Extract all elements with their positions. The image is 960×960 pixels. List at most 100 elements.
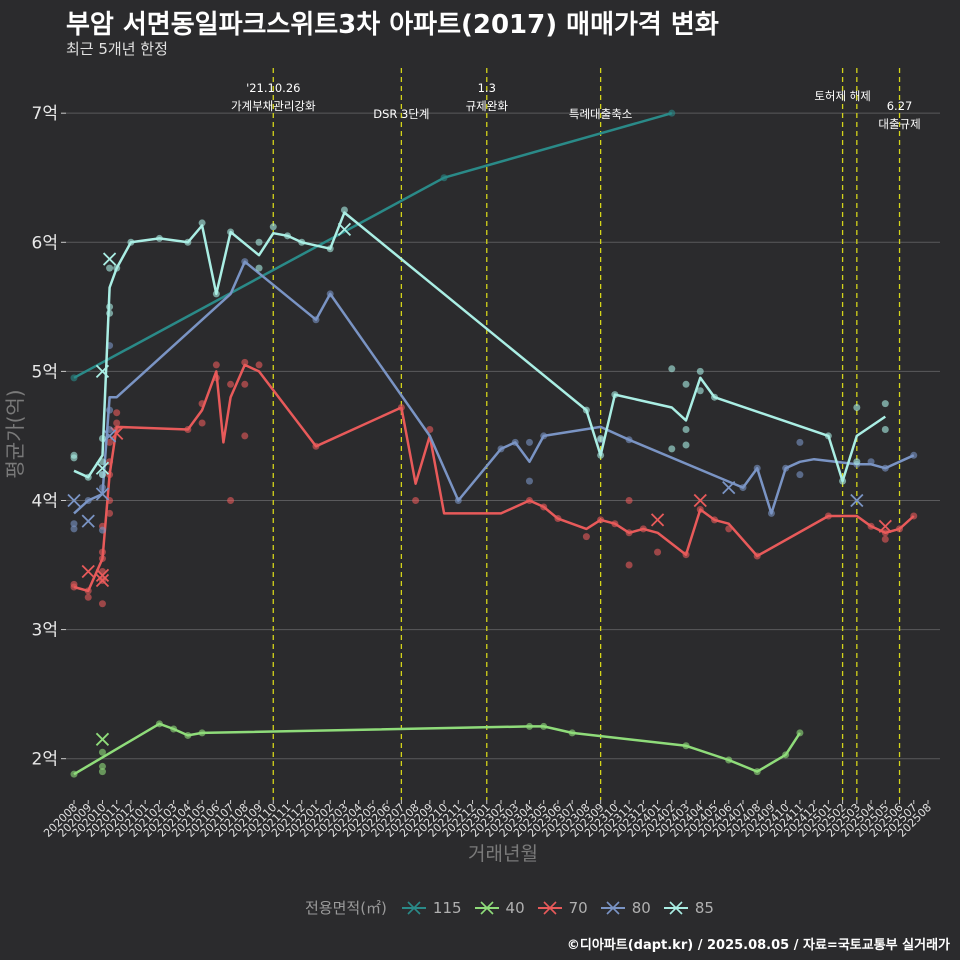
data-point [70,580,78,588]
event-label: 6.27 [887,99,913,113]
cross-marker [95,487,110,501]
data-point [625,496,633,504]
data-point [525,438,533,446]
cross-marker [95,364,110,379]
legend-item: 40 [474,899,525,917]
event-label: 특례대출축소 [569,107,632,121]
data-point [340,206,348,214]
data-point [255,238,263,246]
data-point [696,367,704,375]
data-point [682,425,690,433]
y-axis-label: 평균가(억) [3,389,27,478]
y-tick-label: 3억 [32,621,58,641]
event-label: '21.10.26 [246,81,300,95]
data-point [227,380,235,388]
legend-label: 70 [568,898,588,917]
legend-title: 전용면적(㎡) [305,899,387,917]
data-point [582,533,590,541]
data-point [255,264,263,272]
series-line [73,111,673,379]
cross-marker [95,732,110,746]
data-point [654,548,662,556]
data-point [668,445,676,453]
legend-item: 80 [600,899,651,917]
y-tick-label: 5억 [32,362,58,382]
data-point [70,451,78,459]
data-point [255,361,263,369]
data-point [98,768,106,776]
y-tick-label: 6억 [32,233,58,253]
data-point [113,419,121,427]
data-point [796,471,804,479]
data-point [796,438,804,446]
cross-marker [95,573,110,588]
legend-swatch [401,900,426,915]
data-point [241,358,249,366]
data-point [198,219,206,227]
data-point [113,409,121,417]
series-line [73,722,801,776]
y-tick-label: 4억 [32,491,58,511]
data-point [98,471,106,479]
cross-marker [67,493,81,508]
data-point [668,365,676,373]
legend-item: 115 [401,899,462,917]
cross-marker [102,252,117,266]
data-point [241,380,249,388]
data-point [98,748,106,756]
data-point [525,477,533,485]
cross-marker [81,564,95,579]
data-point [412,496,420,504]
data-point [682,441,690,449]
data-point [212,361,220,369]
legend-swatch [474,900,499,915]
data-point [696,387,704,395]
data-point [853,404,861,412]
data-point [881,425,889,433]
cross-marker [650,513,665,527]
legend-item: 85 [663,899,714,917]
data-point [98,762,106,770]
cross-marker [81,514,95,528]
event-label: DSR 3단계 [373,107,429,121]
source-caption: ©디아파트(dapt.kr) / 2025.08.05 / 자료=국토교통부 실… [566,938,950,953]
legend: 전용면적(㎡) 115 40 70 80 85 [305,897,714,918]
data-point [881,400,889,408]
x-axis-label: 거래년월 [468,843,538,865]
event-label: 규제완화 [466,99,509,113]
series-line [73,363,915,593]
data-point [625,561,633,569]
cross-marker [337,222,352,237]
data-point [853,458,861,466]
data-point [198,419,206,427]
legend-swatch [600,900,625,915]
y-tick-label: 7억 [32,104,58,124]
y-tick-label: 2억 [32,750,58,770]
data-point [70,525,78,533]
cross-marker [850,493,864,508]
legend-label: 85 [694,898,714,917]
data-point [98,600,106,608]
data-point [597,435,605,443]
event-label: 1.3 [478,81,496,95]
legend-swatch [537,900,562,915]
data-point [106,264,114,272]
legend-label: 40 [505,898,525,917]
series-line [73,211,887,483]
cross-marker [693,493,707,508]
data-point [84,593,92,601]
legend-label: 115 [432,898,462,917]
data-point [106,509,114,517]
legend-item: 70 [537,899,588,917]
data-point [227,496,235,504]
cross-marker [95,568,110,583]
data-point [98,526,106,534]
cross-marker [95,461,110,475]
data-point [269,223,277,231]
legend-swatch [663,900,688,915]
data-point [426,425,434,433]
chart-subtitle: 최근 5개년 한정 [66,40,168,58]
cross-marker [722,480,736,495]
series-line [73,260,915,515]
